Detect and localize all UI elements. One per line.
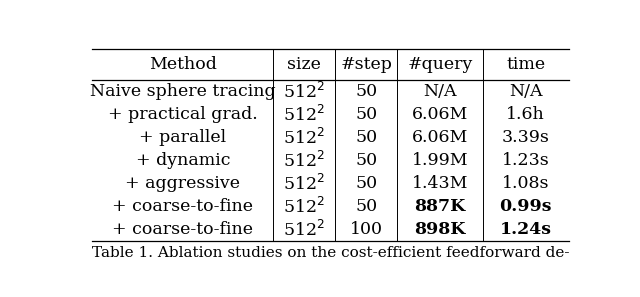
Text: 512$^2$: 512$^2$ [284, 105, 325, 125]
Text: 887K: 887K [414, 198, 466, 215]
Text: + coarse-to-fine: + coarse-to-fine [113, 198, 253, 215]
Text: 1.43M: 1.43M [412, 176, 468, 192]
Text: 512$^2$: 512$^2$ [284, 151, 325, 171]
Text: time: time [506, 56, 545, 73]
Text: size: size [287, 56, 321, 73]
Text: 6.06M: 6.06M [412, 129, 468, 146]
Text: 50: 50 [355, 83, 377, 100]
Text: Naive sphere tracing: Naive sphere tracing [90, 83, 276, 100]
Text: 898K: 898K [414, 222, 466, 238]
Text: 50: 50 [355, 176, 377, 192]
Text: #step: #step [340, 56, 392, 73]
Text: 100: 100 [349, 222, 383, 238]
Text: 50: 50 [355, 106, 377, 123]
Text: 6.06M: 6.06M [412, 106, 468, 123]
Text: 0.99s: 0.99s [499, 198, 552, 215]
Text: #query: #query [407, 56, 473, 73]
Text: + dynamic: + dynamic [136, 152, 230, 169]
Text: 3.39s: 3.39s [502, 129, 550, 146]
Text: 512$^2$: 512$^2$ [284, 174, 325, 194]
Text: N/A: N/A [423, 83, 457, 100]
Text: 1.6h: 1.6h [506, 106, 545, 123]
Text: + parallel: + parallel [140, 129, 227, 146]
Text: 50: 50 [355, 198, 377, 215]
Text: 1.23s: 1.23s [502, 152, 550, 169]
Text: 1.99M: 1.99M [412, 152, 468, 169]
Text: 512$^2$: 512$^2$ [284, 82, 325, 102]
Text: + practical grad.: + practical grad. [108, 106, 258, 123]
Text: 512$^2$: 512$^2$ [284, 128, 325, 148]
Text: 50: 50 [355, 152, 377, 169]
Text: Method: Method [149, 56, 217, 73]
Text: 1.24s: 1.24s [500, 222, 552, 238]
Text: Table 1. Ablation studies on the cost-efficient feedforward de-: Table 1. Ablation studies on the cost-ef… [92, 246, 570, 260]
Text: 512$^2$: 512$^2$ [284, 197, 325, 217]
Text: N/A: N/A [509, 83, 543, 100]
Text: 512$^2$: 512$^2$ [284, 220, 325, 240]
Text: 1.08s: 1.08s [502, 176, 550, 192]
Text: + aggressive: + aggressive [125, 176, 241, 192]
Text: 50: 50 [355, 129, 377, 146]
Text: + coarse-to-fine: + coarse-to-fine [113, 222, 253, 238]
